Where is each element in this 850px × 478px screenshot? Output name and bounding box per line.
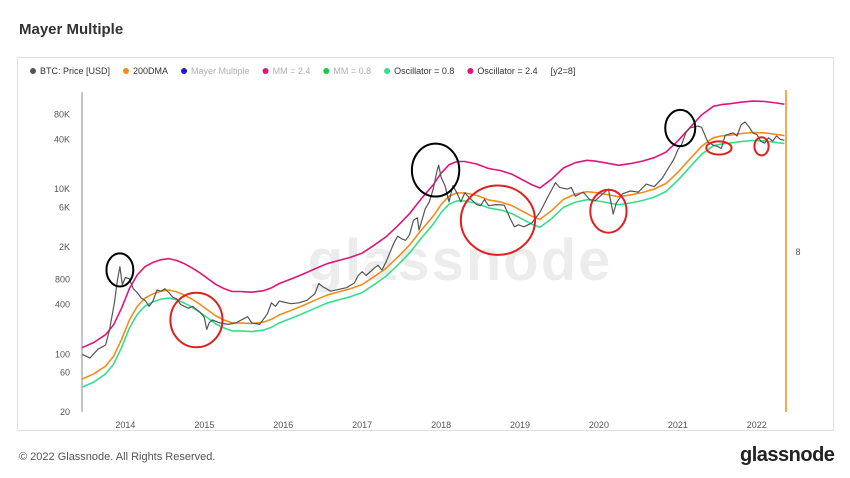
legend-marker-2 bbox=[181, 68, 188, 74]
annotation-circle-6 bbox=[705, 140, 733, 156]
annotation-circle-5 bbox=[589, 188, 628, 234]
y2-tick-label: 8 bbox=[795, 247, 800, 257]
y-tick-label: 6K bbox=[59, 202, 70, 212]
legend-marker-4 bbox=[323, 68, 330, 74]
x-tick-label: 2018 bbox=[431, 420, 451, 430]
x-tick-label: 2015 bbox=[194, 420, 214, 430]
annotation-circle-2 bbox=[664, 108, 697, 148]
y-tick-label: 400 bbox=[55, 300, 70, 310]
x-tick-label: 2020 bbox=[589, 420, 609, 430]
y-tick-label: 60 bbox=[60, 368, 70, 378]
series-line-oscillator-2-4 bbox=[81, 100, 785, 349]
legend-item-6: Oscillator = 2.4 bbox=[477, 66, 537, 76]
legend-item-5: Oscillator = 0.8 bbox=[394, 66, 454, 76]
watermark-text: glassnode bbox=[308, 228, 613, 293]
x-tick-label: 2019 bbox=[510, 420, 530, 430]
annotation-circle-7 bbox=[753, 136, 770, 157]
x-tick-label: 2021 bbox=[668, 420, 688, 430]
chart-frame: BTC: Price [USD] 200DMA Mayer Multiple MM =… bbox=[17, 57, 834, 431]
x-tick-label: 2017 bbox=[352, 420, 372, 430]
series-line-oscillator-0-8 bbox=[81, 139, 785, 388]
legend-item-7: [y2=8] bbox=[551, 66, 576, 76]
x-tick-label: 2016 bbox=[273, 420, 293, 430]
legend-marker-6 bbox=[467, 68, 474, 74]
legend-marker-3 bbox=[262, 68, 269, 74]
series-line-200dma bbox=[81, 131, 785, 380]
annotation-circle-4 bbox=[459, 184, 537, 256]
annotation-circle-3 bbox=[169, 291, 224, 349]
legend-item-3: MM = 2.4 bbox=[273, 66, 311, 76]
x-tick-label: 2014 bbox=[115, 420, 135, 430]
y-tick-label: 40K bbox=[54, 134, 70, 144]
legend-item-2: Mayer Multiple bbox=[191, 66, 250, 76]
annotation-circle-0 bbox=[105, 252, 135, 288]
legend-marker-5 bbox=[384, 68, 391, 74]
x-tick-label: 2022 bbox=[747, 420, 767, 430]
legend-item-0: BTC: Price [USD] bbox=[40, 66, 110, 76]
legend-marker-0 bbox=[30, 68, 36, 74]
chart-svg: BTC: Price [USD] 200DMA Mayer Multiple MM =… bbox=[30, 66, 801, 430]
legend-marker-1 bbox=[123, 68, 130, 74]
y-tick-label: 2K bbox=[59, 242, 70, 252]
y-tick-label: 80K bbox=[54, 110, 70, 120]
y-tick-label: 20 bbox=[60, 407, 70, 417]
page-title: Mayer Multiple bbox=[19, 21, 124, 38]
glassnode-logo: glassnode bbox=[740, 444, 835, 466]
copyright-text: © 2022 Glassnode. All Rights Reserved. bbox=[19, 451, 216, 463]
legend-item-4: MM = 0.8 bbox=[333, 66, 371, 76]
annotation-circle-1 bbox=[410, 142, 461, 198]
y-tick-label: 100 bbox=[55, 349, 70, 359]
y-tick-label: 10K bbox=[54, 184, 70, 194]
y-tick-label: 800 bbox=[55, 275, 70, 285]
legend-item-1: 200DMA bbox=[133, 66, 168, 76]
